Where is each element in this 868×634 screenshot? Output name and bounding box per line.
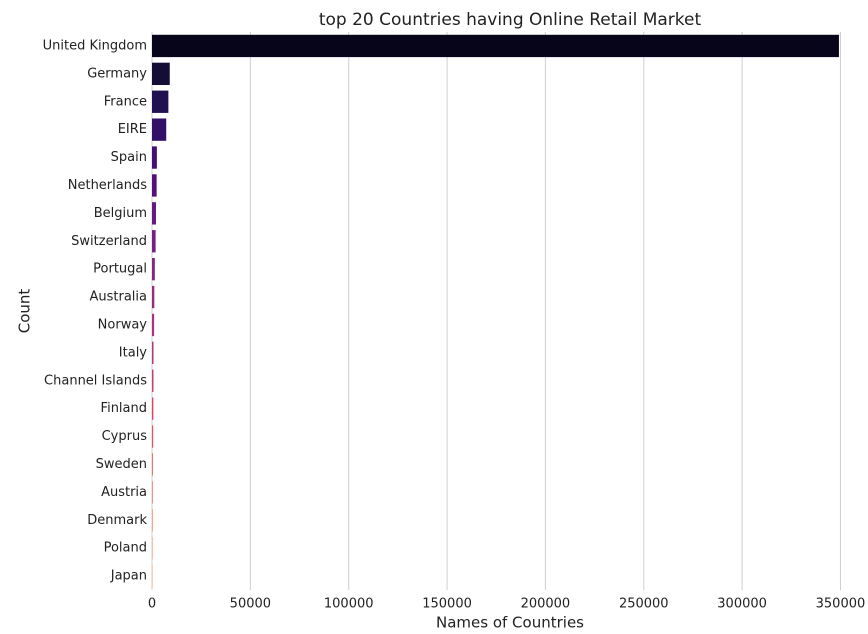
bar bbox=[152, 564, 153, 588]
y-tick-label: Australia bbox=[89, 290, 147, 305]
y-tick-label: Poland bbox=[104, 541, 147, 556]
y-tick-label: EIRE bbox=[118, 122, 147, 137]
y-tick-label: Channel Islands bbox=[44, 373, 147, 388]
y-tick-label: France bbox=[104, 94, 147, 109]
bar bbox=[152, 453, 153, 476]
x-tick-label: 150000 bbox=[422, 597, 472, 612]
x-tick-label: 50000 bbox=[230, 597, 271, 612]
bar bbox=[152, 509, 153, 532]
y-tick-label: Portugal bbox=[93, 262, 147, 277]
bar bbox=[152, 174, 157, 197]
y-tick-label: Sweden bbox=[96, 457, 147, 472]
bar bbox=[152, 369, 154, 392]
y-axis-label: Count bbox=[16, 289, 34, 334]
bar bbox=[152, 313, 155, 337]
y-tick-label: Austria bbox=[101, 485, 147, 500]
y-tick-label: Finland bbox=[101, 401, 147, 416]
bar bbox=[152, 257, 155, 281]
bar bbox=[152, 146, 157, 169]
x-tick-label: 100000 bbox=[324, 597, 374, 612]
bar bbox=[152, 118, 167, 141]
bar bbox=[152, 202, 156, 225]
y-tick-label: Belgium bbox=[94, 206, 147, 221]
bar bbox=[152, 341, 154, 365]
bar bbox=[152, 34, 839, 58]
x-tick-label: 250000 bbox=[619, 597, 669, 612]
bar bbox=[152, 397, 154, 420]
bar bbox=[152, 230, 156, 253]
bar bbox=[152, 90, 169, 113]
bar bbox=[152, 62, 170, 86]
x-tick-label: 0 bbox=[148, 597, 156, 612]
x-tick-label: 350000 bbox=[816, 597, 866, 612]
y-tick-label: Cyprus bbox=[102, 429, 148, 444]
bar bbox=[152, 425, 154, 448]
chart-title: top 20 Countries having Online Retail Ma… bbox=[319, 10, 702, 30]
x-axis-label: Names of Countries bbox=[436, 614, 584, 632]
y-tick-label: Netherlands bbox=[68, 178, 147, 193]
x-tick-label: 200000 bbox=[521, 597, 571, 612]
bar bbox=[152, 536, 153, 560]
y-tick-label: Japan bbox=[110, 569, 147, 584]
y-tick-label: Italy bbox=[119, 345, 148, 360]
y-tick-label: Germany bbox=[87, 66, 147, 81]
y-tick-label: United Kingdom bbox=[43, 38, 147, 53]
y-tick-label: Norway bbox=[98, 317, 148, 332]
bar bbox=[152, 481, 153, 504]
x-tick-label: 300000 bbox=[717, 597, 767, 612]
y-tick-label: Spain bbox=[111, 150, 147, 165]
bar bbox=[152, 285, 155, 309]
y-tick-label: Denmark bbox=[87, 513, 147, 528]
y-tick-label: Switzerland bbox=[71, 234, 147, 249]
